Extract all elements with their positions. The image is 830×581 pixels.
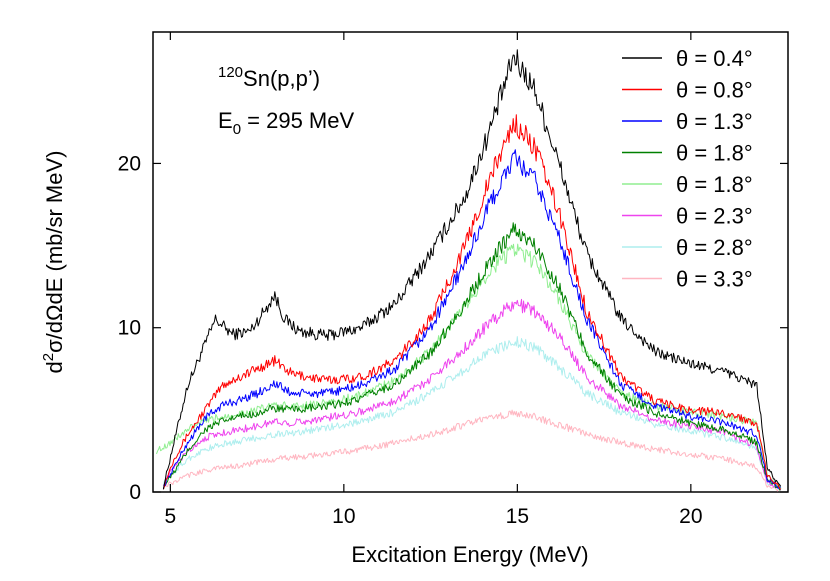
y-label-sup: 2 [40,353,57,361]
y-label-post: σ/dΩdE (mb/sr MeV) [42,151,67,353]
y-label-pre: d [42,361,67,373]
legend: θ = 0.4° θ = 0.8° θ = 1.3° θ = 1.8° θ = 1.8°… [622,46,753,292]
legend-label: θ = 0.4° [676,46,753,71]
x-tick-label: 20 [679,505,702,528]
reaction-mass-number: 120 [218,64,243,81]
legend-label: θ = 2.8° [676,235,753,260]
plot-frame [152,31,789,493]
legend-label: θ = 1.3° [676,109,753,134]
series-line [162,409,782,492]
y-tick-label: 10 [118,317,141,340]
series-line [162,49,782,490]
x-tick-label: 15 [506,505,529,528]
legend-label: θ = 0.8° [676,78,753,103]
legend-label: θ = 1.8° [676,172,753,197]
reaction-text: Sn(p,p’) [243,66,320,91]
legend-label: θ = 3.3° [676,267,753,292]
y-axis-label: d2σ/dΩdE (mb/sr MeV) [40,151,67,374]
energy-subscript: 0 [233,121,241,138]
x-axis-label: Excitation Energy (MeV) [351,542,588,567]
energy-symbol: E [218,108,233,133]
y-tick-label: 0 [129,481,141,504]
reaction-annotation: 120Sn(p,p’) [218,64,320,91]
x-tick-label: 5 [165,505,177,528]
y-tick-label: 20 [118,152,141,175]
series-line [162,149,781,490]
series-line [162,114,781,490]
energy-annotation: E0 = 295 MeV [218,108,354,138]
legend-label: θ = 1.8° [676,141,753,166]
series-line [162,336,782,491]
series-line [162,222,781,491]
axis-ticks: 5 10 15 20 0 10 20 [118,32,788,528]
x-tick-label: 10 [332,505,355,528]
series-layer [156,49,782,492]
legend-label: θ = 2.3° [676,204,753,229]
energy-value: = 295 MeV [241,108,354,133]
